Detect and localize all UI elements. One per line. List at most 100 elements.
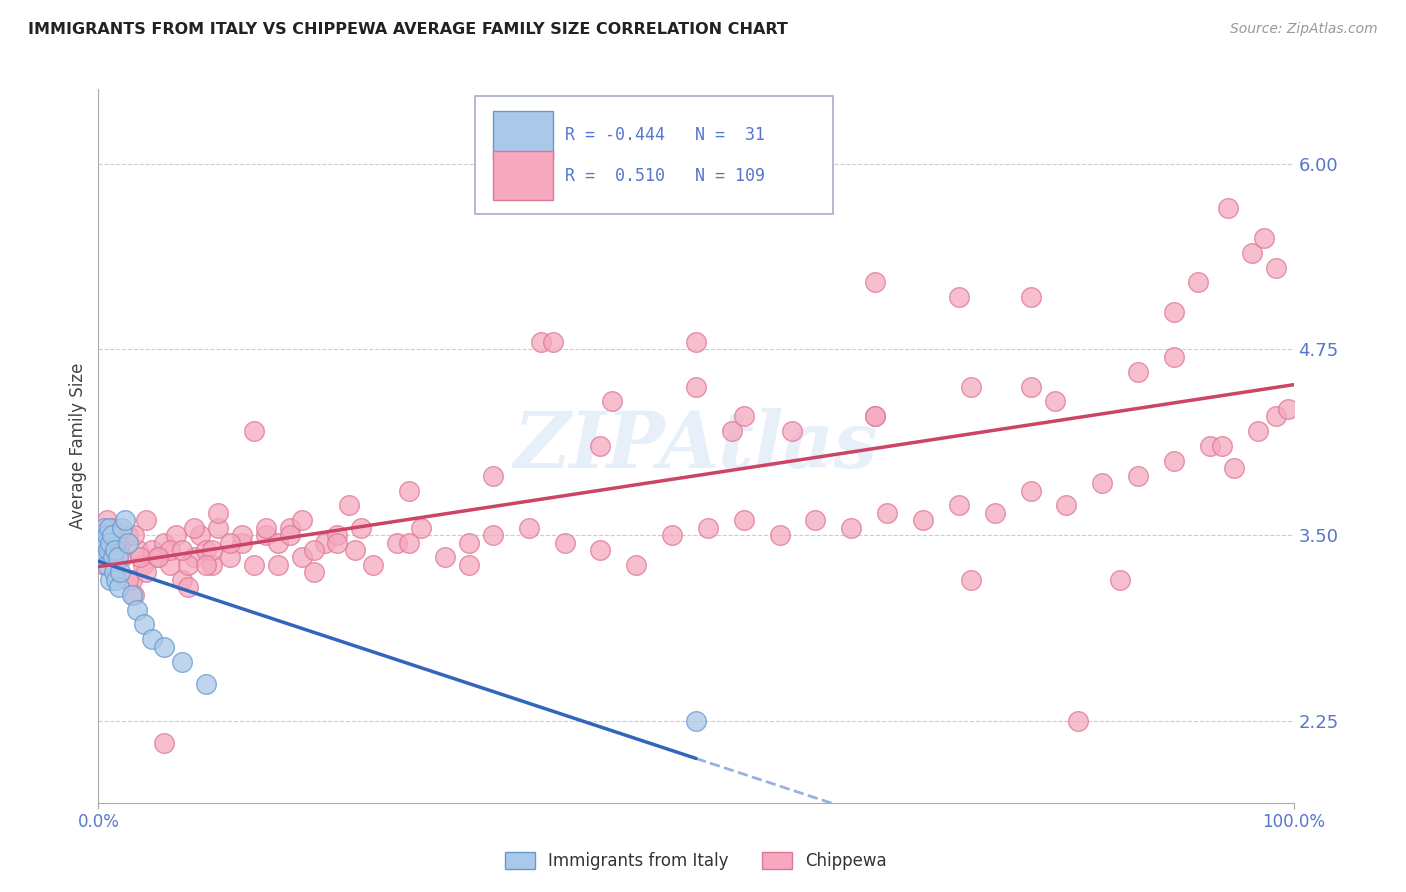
Point [1264, 409, 1286, 424]
Point [91, 535, 114, 549]
Point [117, 535, 139, 549]
Point [768, 528, 790, 542]
Point [201, 543, 224, 558]
Point [101, 550, 124, 565]
Point [267, 535, 290, 549]
Point [661, 528, 683, 542]
Point [98, 521, 121, 535]
Point [685, 714, 707, 728]
Point [278, 528, 301, 542]
Point [1128, 365, 1150, 379]
Point [433, 550, 456, 565]
Point [101, 521, 124, 535]
Point [697, 521, 720, 535]
Point [207, 521, 229, 535]
Point [983, 506, 1005, 520]
Point [302, 543, 325, 558]
Point [839, 521, 862, 535]
Point [685, 379, 707, 393]
Point [194, 677, 217, 691]
Point [97, 543, 120, 558]
Point [911, 513, 934, 527]
Point [153, 535, 176, 549]
Point [135, 566, 157, 580]
Y-axis label: Average Family Size: Average Family Size [69, 363, 87, 529]
Point [153, 640, 176, 654]
Point [624, 558, 647, 572]
Point [172, 573, 194, 587]
Point [1187, 276, 1209, 290]
Point [315, 535, 337, 549]
Point [125, 602, 148, 616]
Point [589, 439, 612, 453]
Point [231, 535, 253, 549]
Point [105, 573, 128, 587]
Point [385, 535, 409, 549]
Point [780, 424, 803, 438]
Point [1222, 461, 1246, 475]
Point [1246, 424, 1268, 438]
Point [219, 535, 242, 549]
Point [1128, 468, 1150, 483]
Point [1216, 201, 1239, 215]
Point [948, 290, 970, 304]
Legend: Immigrants from Italy, Chippewa: Immigrants from Italy, Chippewa [498, 845, 894, 877]
Point [1277, 401, 1299, 416]
Point [194, 543, 217, 558]
Point [458, 535, 481, 549]
Point [105, 566, 128, 580]
Point [1163, 350, 1185, 364]
Point [733, 513, 755, 527]
Point [278, 521, 301, 535]
Point [1043, 394, 1066, 409]
Point [131, 558, 153, 572]
Point [93, 558, 115, 572]
Point [398, 483, 420, 498]
Point [721, 424, 744, 438]
Point [90, 543, 112, 558]
Point [411, 521, 433, 535]
Point [517, 521, 540, 535]
Point [111, 521, 134, 535]
Point [1019, 483, 1042, 498]
Point [290, 513, 312, 527]
Point [1109, 573, 1132, 587]
Point [290, 550, 312, 565]
Point [117, 528, 139, 542]
Point [93, 550, 115, 565]
Point [398, 535, 420, 549]
Point [172, 655, 194, 669]
Point [98, 573, 122, 587]
Point [172, 543, 194, 558]
Point [100, 528, 122, 542]
Point [481, 468, 505, 483]
Point [344, 543, 367, 558]
Point [1067, 714, 1090, 728]
Point [959, 379, 981, 393]
Point [863, 276, 886, 290]
Point [124, 528, 146, 542]
Point [959, 573, 981, 587]
Point [267, 558, 290, 572]
Point [148, 550, 170, 565]
Point [103, 566, 125, 580]
Text: ZIPAtlas: ZIPAtlas [513, 408, 879, 484]
Point [194, 558, 217, 572]
Point [600, 394, 623, 409]
Point [243, 424, 266, 438]
Point [1253, 231, 1275, 245]
Point [98, 543, 122, 558]
Point [91, 528, 114, 542]
Point [529, 334, 551, 349]
Point [948, 499, 970, 513]
Point [96, 558, 118, 572]
Point [127, 543, 149, 558]
Point [104, 543, 127, 558]
Point [231, 528, 253, 542]
Point [114, 513, 136, 527]
Point [554, 535, 576, 549]
Text: R = -0.444   N =  31: R = -0.444 N = 31 [565, 126, 765, 144]
Point [96, 513, 118, 527]
Point [481, 528, 505, 542]
Point [141, 543, 163, 558]
